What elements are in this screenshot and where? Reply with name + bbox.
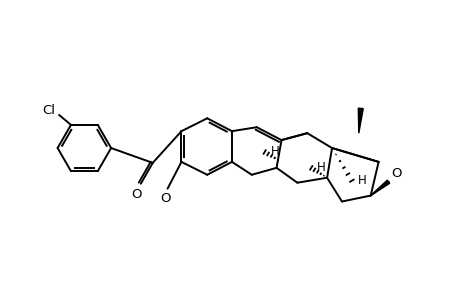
Text: H: H [317, 161, 325, 174]
Text: Cl: Cl [43, 104, 56, 118]
Text: H: H [270, 146, 279, 158]
Text: O: O [160, 192, 170, 205]
Polygon shape [370, 180, 389, 196]
Polygon shape [358, 108, 363, 133]
Text: O: O [390, 167, 401, 180]
Text: O: O [131, 188, 142, 201]
Text: H: H [357, 174, 366, 187]
